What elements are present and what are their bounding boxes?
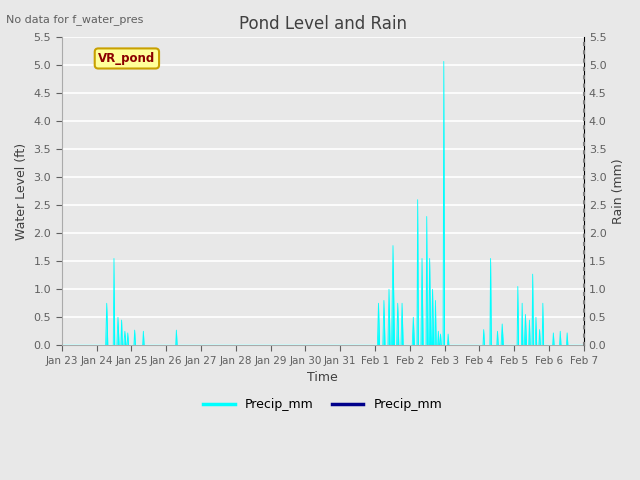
Title: Pond Level and Rain: Pond Level and Rain: [239, 15, 407, 33]
Legend: Precip_mm, Precip_mm: Precip_mm, Precip_mm: [198, 393, 447, 416]
Y-axis label: Rain (mm): Rain (mm): [612, 158, 625, 224]
Y-axis label: Water Level (ft): Water Level (ft): [15, 143, 28, 240]
Text: No data for f_water_pres: No data for f_water_pres: [6, 14, 144, 25]
Text: VR_pond: VR_pond: [99, 52, 156, 65]
X-axis label: Time: Time: [307, 371, 338, 384]
